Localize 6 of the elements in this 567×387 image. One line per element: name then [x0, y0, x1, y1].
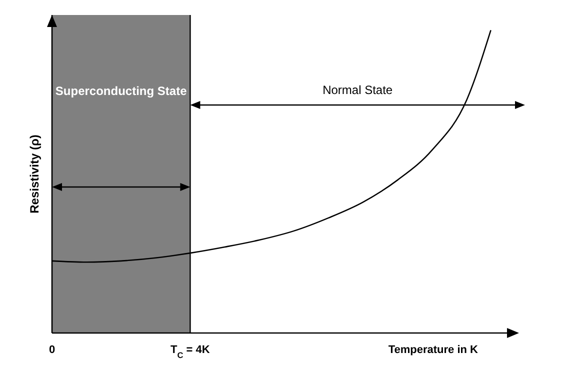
band-label: Superconducting State	[55, 84, 188, 98]
x-tick-label: T$_{C}$ = 4K	[170, 344, 210, 360]
x-axis-title: Temperature in K	[388, 344, 478, 356]
y-axis-title: Resistivity (ρ)	[27, 134, 42, 214]
x-tick-label: 0	[48, 344, 56, 356]
annotation: Normal State	[322, 83, 393, 97]
